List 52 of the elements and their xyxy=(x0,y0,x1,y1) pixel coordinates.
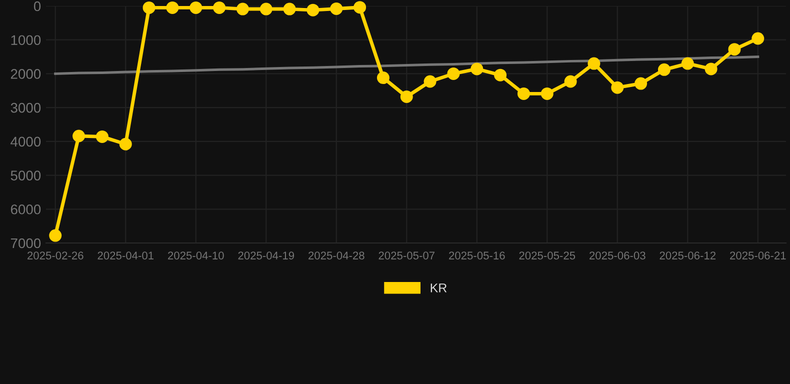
y-tick-label: 5000 xyxy=(10,170,41,180)
point xyxy=(447,67,460,80)
point xyxy=(49,229,62,242)
point xyxy=(517,87,530,100)
point xyxy=(330,2,343,15)
point xyxy=(142,1,156,14)
y-tick-label: 2000 xyxy=(10,69,41,79)
point xyxy=(400,90,413,103)
point xyxy=(728,43,741,56)
point xyxy=(354,1,366,14)
point xyxy=(611,81,624,94)
point xyxy=(634,77,648,90)
y-tick-label: 1000 xyxy=(11,35,41,46)
x-tick-label: 2025-04-28 xyxy=(308,252,364,260)
point xyxy=(213,1,226,14)
point xyxy=(588,57,600,70)
point xyxy=(376,72,390,84)
point xyxy=(306,4,320,16)
x-tick-label: 2025-06-12 xyxy=(660,252,716,260)
x-tick-label: 2025-04-19 xyxy=(238,252,294,260)
x-tick-label: 2025-05-07 xyxy=(378,252,434,260)
x-tick-label: 2025-05-16 xyxy=(449,252,505,260)
point xyxy=(96,130,108,143)
point xyxy=(494,68,507,82)
point xyxy=(190,1,202,14)
y-tick-label: 3000 xyxy=(10,102,41,113)
x-tick-label: 2025-06-03 xyxy=(590,252,646,260)
line-series xyxy=(54,56,760,75)
y-tick-label: 4000 xyxy=(10,136,41,147)
point xyxy=(72,130,86,142)
point xyxy=(470,62,484,76)
point xyxy=(260,2,272,16)
point xyxy=(424,75,436,88)
point xyxy=(704,62,718,76)
point xyxy=(658,63,670,76)
point xyxy=(236,2,249,16)
legend-label: KR xyxy=(430,284,447,292)
point xyxy=(119,138,132,150)
x-tick-label: 2025-04-10 xyxy=(168,252,224,260)
x-tick-label: 2025-06-21 xyxy=(730,252,786,260)
point xyxy=(564,75,577,88)
x-tick-label: 2025-05-25 xyxy=(519,252,576,260)
point xyxy=(752,32,764,45)
x-tick-label: 2025-02-26 xyxy=(28,252,84,260)
y-tick-label: 0 xyxy=(34,1,41,12)
x-tick-label: 2025-04-01 xyxy=(98,252,154,260)
point xyxy=(166,1,179,14)
y-tick-label: 6000 xyxy=(10,204,41,214)
point xyxy=(540,87,554,100)
y-tick-label: 7000 xyxy=(10,238,41,248)
point xyxy=(681,57,694,70)
point xyxy=(283,2,296,16)
